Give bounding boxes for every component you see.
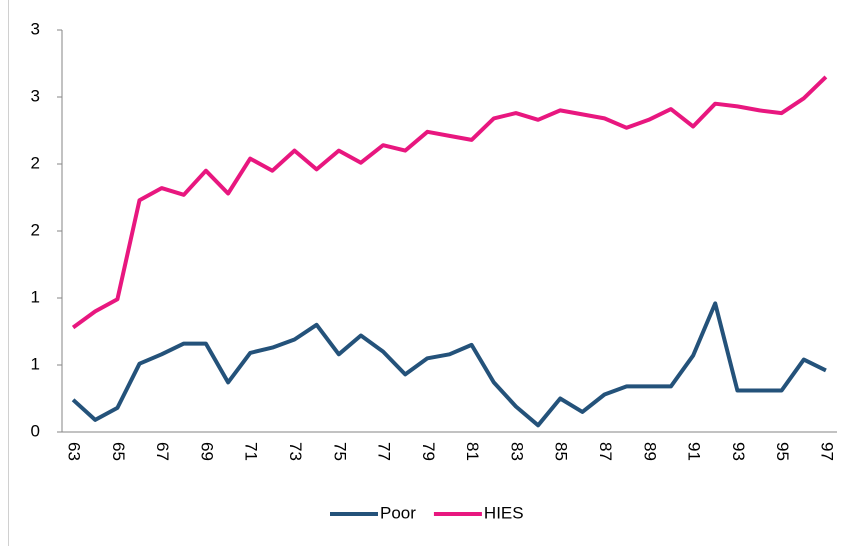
x-tick-label: 73 [286, 442, 305, 461]
x-tick-label: 85 [552, 442, 571, 461]
series-line [71, 75, 828, 330]
series-line [71, 301, 827, 428]
x-tick-label: 93 [729, 442, 748, 461]
x-tick-label: 95 [773, 442, 792, 461]
y-tick-label: 3 [31, 86, 40, 105]
y-tick-label: 0 [31, 421, 40, 440]
x-tick-label: 65 [109, 442, 128, 461]
x-tick-label: 97 [817, 442, 836, 461]
y-tick-label: 1 [31, 287, 40, 306]
x-tick-label: 79 [419, 442, 438, 461]
x-tick-label: 67 [153, 442, 172, 461]
x-tick-label: 77 [375, 442, 394, 461]
x-tick-label: 83 [507, 442, 526, 461]
y-tick-label: 3 [31, 19, 40, 38]
x-tick-label: 91 [685, 442, 704, 461]
y-tick-label: 2 [31, 220, 40, 239]
legend-label: Poor [380, 503, 416, 522]
x-tick-label: 89 [640, 442, 659, 461]
x-tick-label: 71 [242, 442, 261, 461]
y-tick-label: 2 [31, 153, 40, 172]
legend-label: HIES [484, 503, 524, 522]
y-tick-label: 1 [31, 354, 40, 373]
x-tick-label: 81 [463, 442, 482, 461]
x-tick-label: 87 [596, 442, 615, 461]
x-tick-label: 75 [330, 442, 349, 461]
x-tick-label: 69 [197, 442, 216, 461]
x-tick-label: 63 [65, 442, 84, 461]
